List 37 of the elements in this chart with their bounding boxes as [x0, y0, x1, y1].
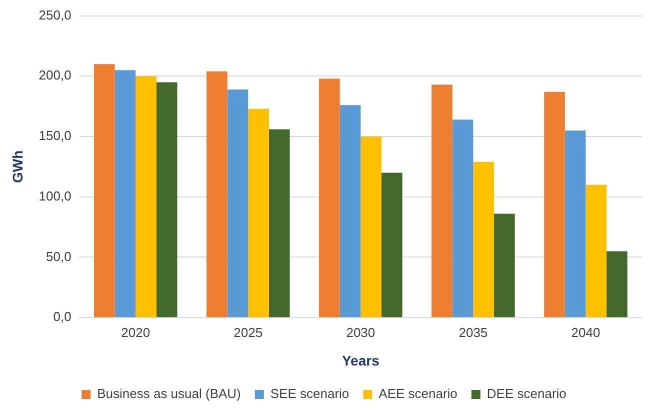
legend-label: Business as usual (BAU) — [97, 386, 241, 402]
bar — [94, 64, 115, 318]
legend-label: AEE scenario — [378, 386, 458, 402]
x-tick-label: 2030 — [346, 324, 376, 340]
y-tick-label: 150,0 — [38, 128, 72, 144]
y-tick-label: 0,0 — [53, 309, 72, 324]
bar — [586, 184, 607, 318]
bar — [206, 71, 228, 318]
x-tick-label: 2035 — [458, 324, 488, 340]
bar — [248, 108, 269, 318]
bar — [340, 105, 361, 318]
bar — [136, 76, 156, 318]
bar — [268, 129, 290, 318]
x-tick-label: 2025 — [234, 324, 263, 340]
bar — [494, 214, 515, 318]
x-axis-title: Years — [342, 352, 380, 368]
bar — [360, 136, 382, 318]
x-tick-label: 2020 — [121, 324, 150, 340]
y-tick-label: 200,0 — [38, 68, 72, 83]
bar — [564, 130, 586, 318]
x-tick-label: 2040 — [571, 324, 600, 340]
bar — [381, 172, 402, 318]
bar — [473, 162, 494, 318]
legend-label: DEE scenario — [486, 386, 566, 402]
bar — [227, 89, 248, 318]
y-tick-label: 100,0 — [38, 188, 72, 204]
y-tick-label: 250,0 — [38, 7, 72, 22]
bar — [156, 82, 178, 318]
bar — [544, 92, 565, 318]
bar — [606, 251, 628, 318]
bar — [452, 120, 474, 318]
y-axis-title: GWh — [9, 150, 26, 184]
bar — [114, 70, 136, 318]
bar — [432, 84, 452, 318]
legend-label: SEE scenario — [270, 386, 350, 402]
y-tick-label: 50,0 — [46, 248, 72, 264]
bar — [319, 78, 340, 318]
